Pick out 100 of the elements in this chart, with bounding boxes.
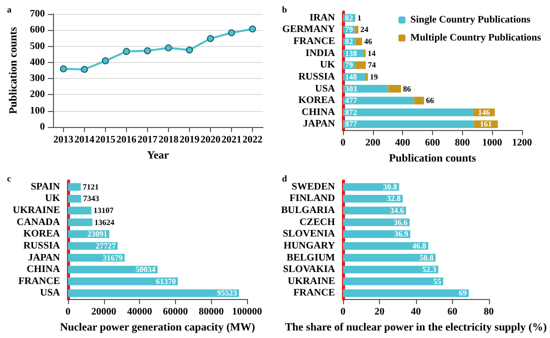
data-label: 7343 [83,194,100,204]
x-tick-label: 2022 [242,134,262,146]
point [186,46,193,54]
x-tick-label: 2014 [74,134,94,146]
data-label: 50.8 [420,253,434,262]
bar [343,254,436,262]
y-tick-label: HUNGARY [284,240,336,252]
x-tick-label: 400 [395,138,410,149]
bar [343,96,414,104]
y-tick-label: UK [320,60,336,71]
y-tick-label: UKRAINE [288,276,336,287]
y-tick-label: FRANCE [293,288,336,299]
chart-title: b [282,4,288,14]
y-tick-label: 200 [30,89,45,100]
y-tick-label: 300 [30,73,45,84]
data-label: 82 [345,13,353,22]
data-label: 13624 [94,218,114,227]
data-label: 61370 [156,276,176,286]
point [164,44,172,52]
data-label: 19 [370,72,378,82]
y-tick-label: JAPAN [302,118,336,130]
data-label: 79 [345,60,353,70]
x-tick-label: 100000 [232,306,262,318]
x-tick-label: 60 [447,306,458,318]
x-tick-label: 80000 [198,306,224,318]
y-tick-label: RUSSIA [298,71,336,82]
data-label: 1 [357,13,362,22]
data-label: 7121 [82,182,99,192]
y-tick-label: BULGARIA [281,205,336,216]
data-label: 24 [360,25,368,34]
y-tick-label: 600 [30,24,45,36]
data-label: 23091 [87,230,108,239]
data-label: 36.6 [394,218,408,227]
data-label: 13107 [93,206,114,216]
y-tick-label: GERMANY [282,24,336,36]
data-label: 161 [480,120,492,129]
y-tick-label: 0 [40,122,45,132]
bar [343,266,438,274]
bar [343,206,406,214]
chart-title: c [7,174,11,184]
y-tick-label: FINLAND [289,193,335,204]
data-label: 31679 [102,253,123,262]
data-label: 34.6 [390,206,404,216]
y-tick-label: SPAIN [30,181,61,192]
y-tick-label: RUSSIA [23,240,61,252]
x-tick-label: 20000 [91,306,116,318]
bar [68,289,239,298]
y-tick-label: CZECH [299,216,336,228]
x-axis-title: Nuclear power generation capacity (MW) [60,322,256,334]
bar [68,218,92,226]
x-tick-label: 800 [454,138,470,149]
y-tick-label: KOREA [23,228,61,240]
data-label: 872 [345,108,357,117]
point [228,29,235,36]
data-label: 95523 [216,288,237,298]
bar [365,73,368,81]
y-tick-label: IRAN [309,12,336,24]
x-axis-title: Year [146,149,170,162]
data-label: 148 [345,72,357,82]
data-label: 46.8 [412,241,426,250]
x-tick-label: 60000 [162,306,188,318]
x-tick-label: 0 [66,306,70,318]
bar [343,278,444,286]
data-label: 66 [426,96,434,106]
data-label: 74 [368,60,376,70]
bar [388,84,402,93]
x-tick-label: 1200 [512,138,532,149]
bar [343,289,469,298]
chart-title: a [7,4,12,14]
data-label: 303 [345,84,357,94]
point [144,47,151,54]
x-axis-title: The share of nuclear power in the electricity supply (%) [284,322,548,334]
data-label: 79 [345,25,353,34]
y-tick-label: USA [314,83,336,94]
data-label: 50034 [136,265,156,274]
point [80,66,88,73]
y-tick-label: CHINA [26,264,61,276]
x-tick-label: 2020 [200,134,220,146]
bar [355,38,362,46]
legend-label: Single Country Publications [410,14,531,26]
y-tick-label: 500 [30,40,45,52]
x-tick-label: 1000 [482,138,502,149]
y-tick-label: SLOVAKIA [282,264,336,276]
x-tick-label: 2021 [221,134,242,146]
data-label: 877 [345,120,357,129]
legend-label: Multiple Country Publications [410,32,542,44]
point [122,48,130,55]
data-label: 52.3 [422,265,436,274]
y-tick-label: FRANCE [293,36,336,48]
bar [354,26,358,34]
data-label: 32.8 [386,194,401,204]
bar [343,108,474,116]
x-tick-label: 2013 [53,134,74,146]
x-tick-label: 40 [410,306,421,318]
y-tick-label: SWEDEN [292,181,336,192]
y-tick-label: SLOVENIA [282,228,336,240]
data-label: 46 [364,37,372,46]
x-axis-title: Publication counts [388,152,477,164]
data-label: 30.8 [383,182,398,192]
x-tick-label: 0 [340,138,346,149]
